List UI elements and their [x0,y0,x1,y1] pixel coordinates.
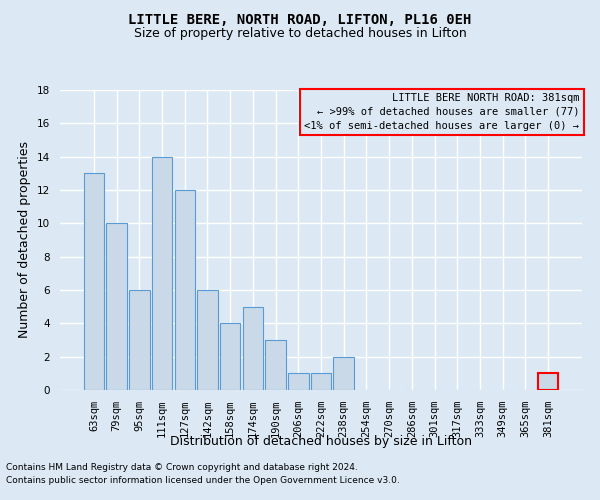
Text: Contains public sector information licensed under the Open Government Licence v3: Contains public sector information licen… [6,476,400,485]
Bar [538,374,558,390]
Bar [175,190,195,390]
Bar [220,324,241,390]
Y-axis label: Number of detached properties: Number of detached properties [19,142,31,338]
Text: Contains HM Land Registry data © Crown copyright and database right 2024.: Contains HM Land Registry data © Crown c… [6,464,358,472]
Bar [106,224,127,390]
Bar [242,306,263,390]
Text: Size of property relative to detached houses in Lifton: Size of property relative to detached ho… [134,28,466,40]
Bar [334,356,354,390]
Bar [311,374,331,390]
Bar [129,290,149,390]
Text: LITTLE BERE, NORTH ROAD, LIFTON, PL16 0EH: LITTLE BERE, NORTH ROAD, LIFTON, PL16 0E… [128,12,472,26]
Text: Distribution of detached houses by size in Lifton: Distribution of detached houses by size … [170,435,472,448]
Bar [152,156,172,390]
Bar [197,290,218,390]
Bar [84,174,104,390]
Text: LITTLE BERE NORTH ROAD: 381sqm
← >99% of detached houses are smaller (77)
<1% of: LITTLE BERE NORTH ROAD: 381sqm ← >99% of… [304,93,580,131]
Bar [265,340,286,390]
Bar [288,374,308,390]
